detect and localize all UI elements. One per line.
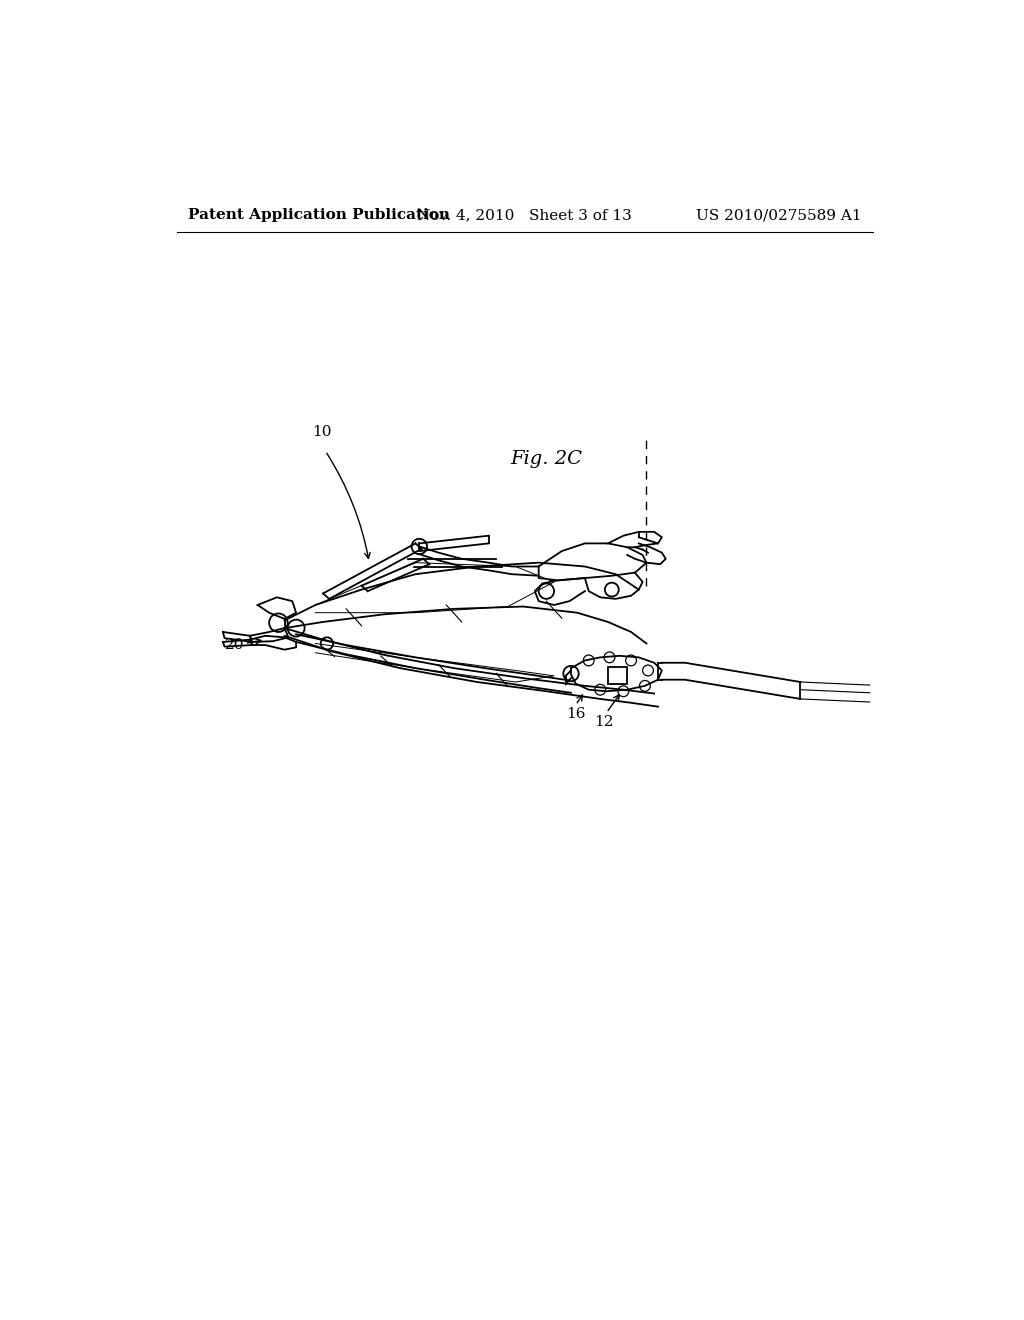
Text: Nov. 4, 2010   Sheet 3 of 13: Nov. 4, 2010 Sheet 3 of 13 [418, 209, 632, 222]
Text: Patent Application Publication: Patent Application Publication [188, 209, 451, 222]
Text: 12: 12 [594, 715, 613, 729]
Text: Fig. 2C: Fig. 2C [510, 450, 583, 467]
Text: 10: 10 [311, 425, 332, 438]
Text: 20: 20 [225, 638, 245, 652]
Text: 16: 16 [566, 708, 586, 721]
Text: US 2010/0275589 A1: US 2010/0275589 A1 [696, 209, 862, 222]
